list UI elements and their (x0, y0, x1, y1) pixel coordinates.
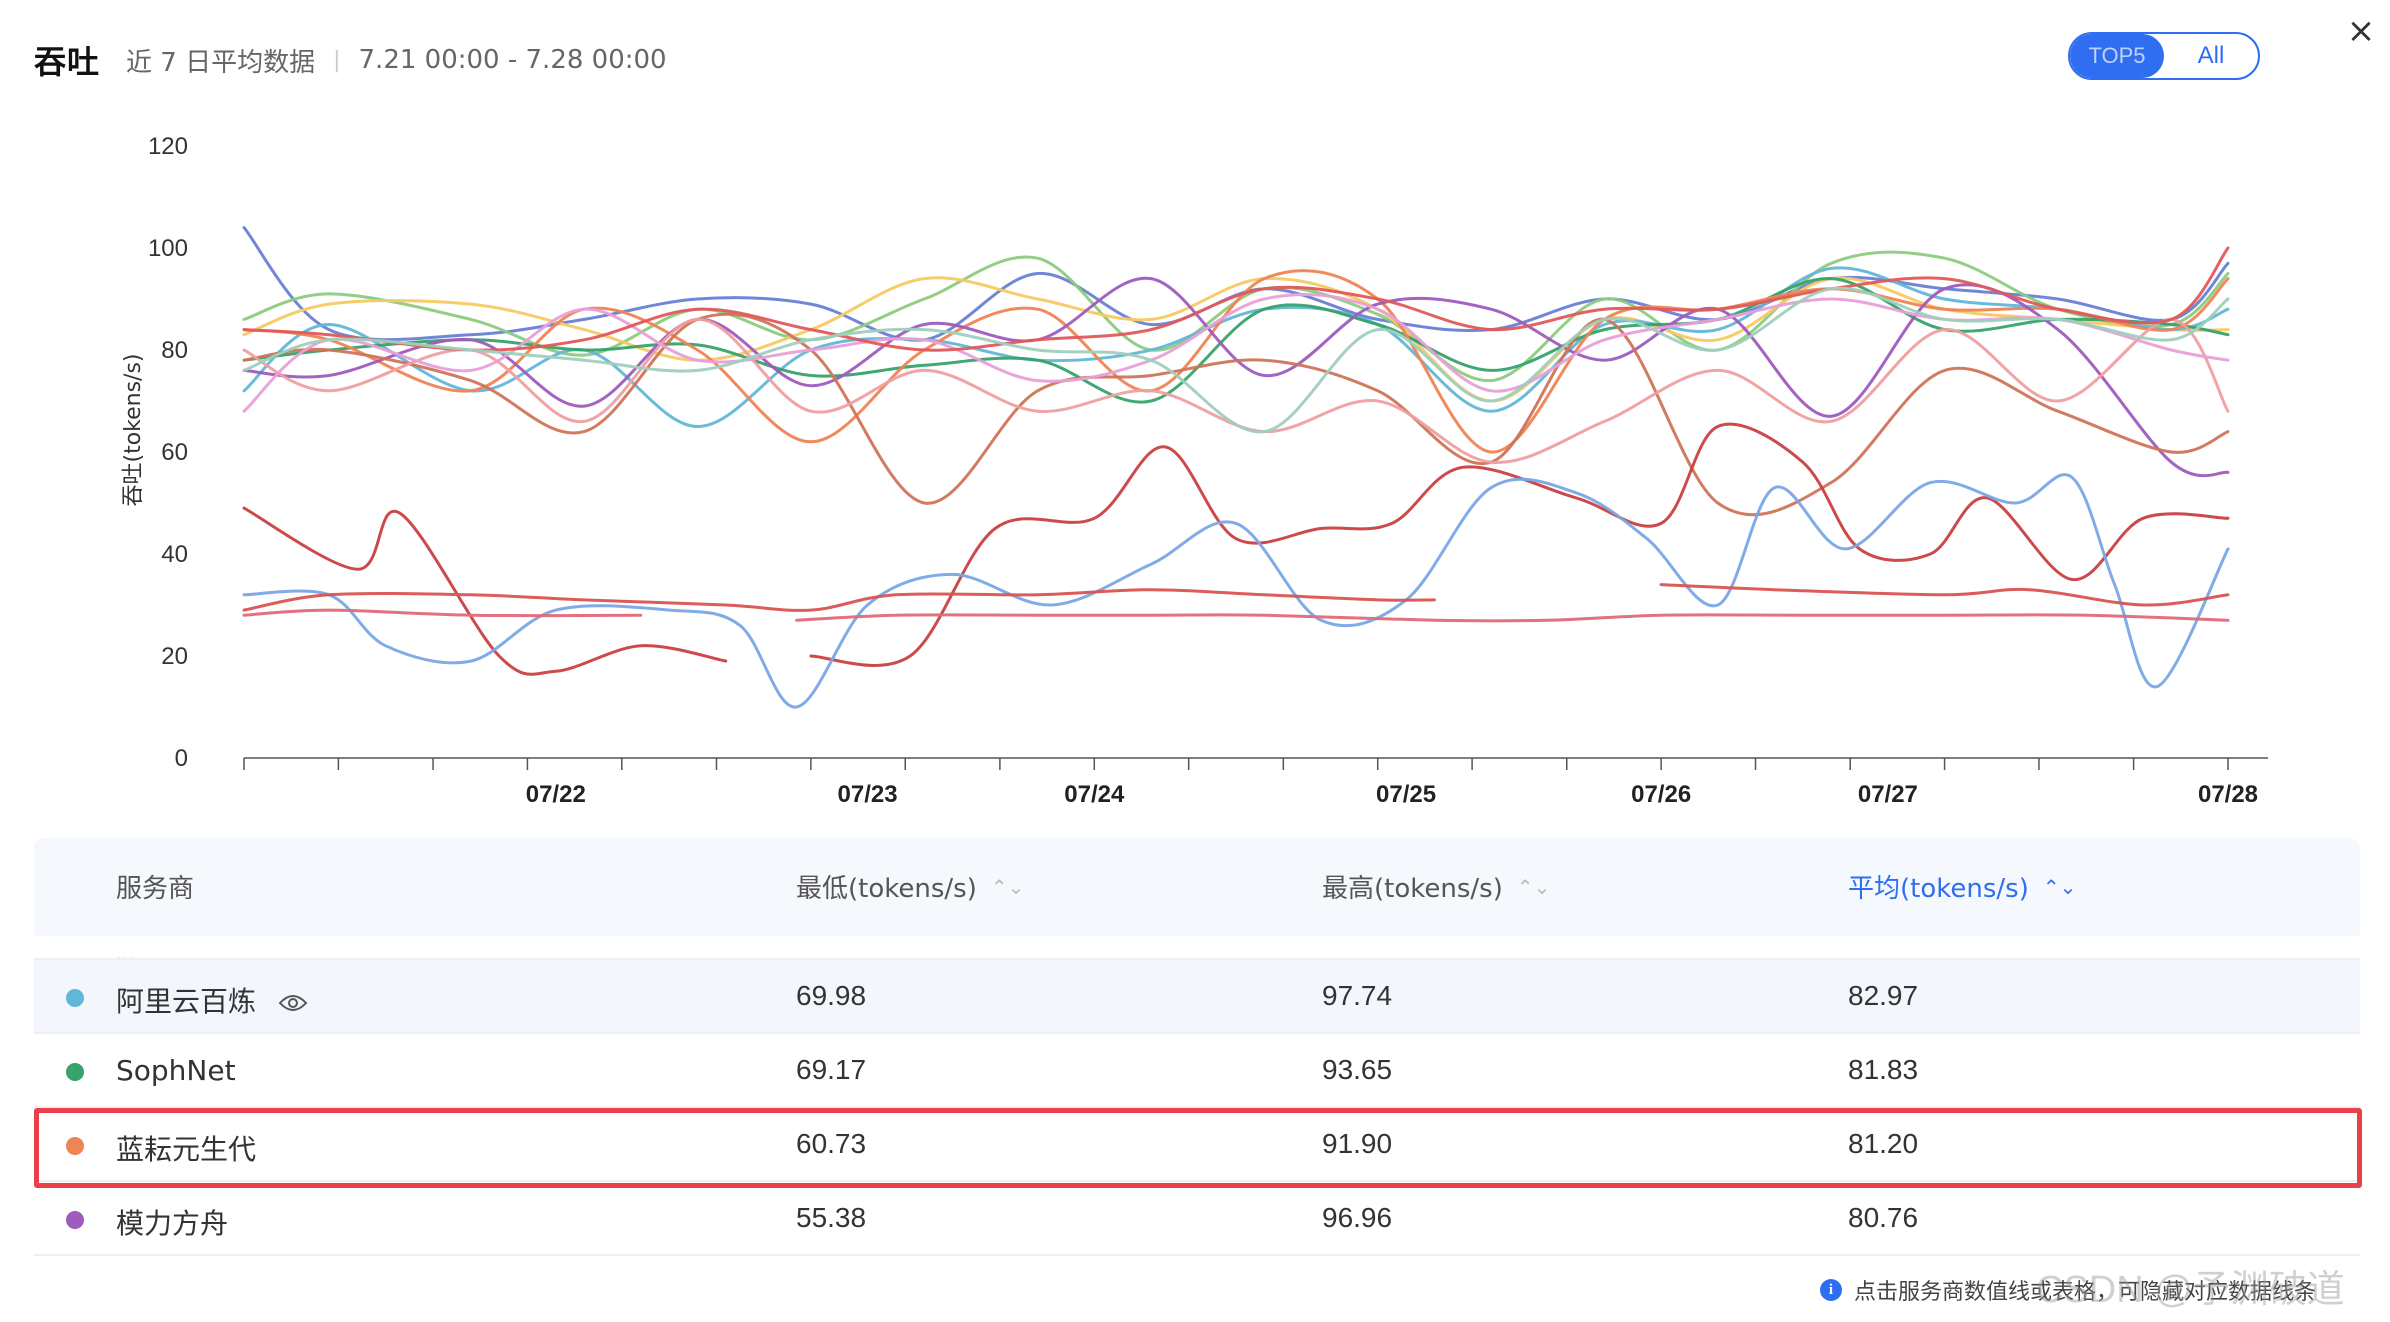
throughput-chart: 0 20 40 60 80 100 120 07/22 07/23 07/24 07/25 07/2… (121, 133, 2268, 808)
column-min[interactable]: 最低(tokens/s) ⌃⌄ (796, 868, 1024, 905)
series-line-14[interactable] (242, 473, 2230, 709)
series-line-17[interactable] (242, 608, 643, 618)
y-tick-label: 0 (175, 745, 188, 772)
min-value: 69.98 (796, 980, 867, 1011)
eye-icon[interactable] (278, 987, 308, 1020)
info-icon: i (1820, 1279, 1842, 1301)
provider-name: 阿里云百炼 (116, 980, 308, 1020)
series-line-16[interactable] (1659, 583, 2230, 607)
scrolled-row-fragment: … (34, 936, 2360, 960)
table-row[interactable]: 蓝耘元生代 60.73 91.90 81.20 (34, 1108, 2360, 1182)
y-tick-label: 120 (148, 133, 188, 160)
column-avg-label: 平均(tokens/s) (1848, 874, 2029, 904)
max-value: 91.90 (1322, 1128, 1393, 1159)
toggle-all[interactable]: All (2197, 42, 2225, 69)
provider-table: 服务商 最低(tokens/s) ⌃⌄ 最高(tokens/s) ⌃⌄ 平均(tok… (34, 838, 2360, 1256)
series-line-12[interactable] (242, 506, 728, 676)
avg-value: 80.76 (1848, 1202, 1919, 1233)
table-row[interactable]: 模力方舟 55.38 96.96 80.76 (34, 1182, 2360, 1256)
table-row[interactable]: 阿里云百炼 69.98 97.74 82.97 (34, 960, 2360, 1034)
provider-name: 模力方舟 (116, 1207, 229, 1240)
x-tick-label: 07/28 (2198, 781, 2258, 808)
y-tick-label: 40 (161, 541, 188, 568)
x-tick-label: 07/27 (1858, 781, 1918, 808)
provider-name-text: 阿里云百炼 (116, 985, 257, 1018)
series-line-15[interactable] (242, 588, 1436, 612)
x-tick-label: 07/22 (526, 781, 586, 808)
table-row[interactable]: SophNet 69.17 93.65 81.83 (34, 1034, 2360, 1108)
sort-icon[interactable]: ⌃⌄ (1516, 874, 1551, 899)
series-line-10[interactable] (242, 246, 2230, 352)
max-value: 97.74 (1322, 980, 1393, 1011)
provider-name: SophNet (116, 1054, 236, 1087)
y-tick-label: 20 (161, 643, 188, 670)
hint-text: 点击服务商数值线或表格，可隐藏对应数据线条 (1854, 1280, 2317, 1305)
sort-icon[interactable]: ⌃⌄ (990, 874, 1025, 899)
y-axis-label: 吞吐(tokens/s) (121, 353, 146, 506)
avg-value: 81.83 (1848, 1054, 1919, 1085)
avg-value: 81.20 (1848, 1128, 1919, 1159)
series-line-11[interactable] (242, 286, 2230, 434)
top5-all-toggle[interactable]: TOP5 All (2068, 32, 2260, 80)
min-value: 69.17 (796, 1054, 867, 1085)
sort-desc-icon[interactable]: ⌃⌄ (2042, 874, 2077, 899)
toggle-top5[interactable]: TOP5 (2070, 34, 2164, 78)
series-line-13[interactable] (809, 422, 2230, 667)
series-line-4[interactable] (242, 277, 2230, 404)
column-min-label: 最低(tokens/s) (796, 874, 977, 904)
y-tick-label: 60 (161, 439, 188, 466)
column-max[interactable]: 最高(tokens/s) ⌃⌄ (1322, 868, 1550, 905)
series-color-dot (66, 1137, 84, 1155)
y-tick-label: 100 (148, 235, 188, 262)
watermark: CSDN @予渊破道 (2036, 1269, 2345, 1311)
table-header: 服务商 最低(tokens/s) ⌃⌄ 最高(tokens/s) ⌃⌄ 平均(tok… (34, 838, 2360, 936)
min-value: 55.38 (796, 1202, 867, 1233)
x-tick-label: 07/26 (1631, 781, 1691, 808)
hint: i 点击服务商数值线或表格，可隐藏对应数据线条 (1820, 1274, 2316, 1306)
column-provider: 服务商 (116, 868, 194, 905)
date-range: 7.21 00:00 - 7.28 00:00 (358, 45, 667, 75)
series-color-dot (66, 989, 84, 1007)
highlight-box (34, 1108, 2362, 1188)
provider-name: 蓝耘元生代 (116, 1133, 257, 1166)
series-line-18[interactable] (795, 613, 2230, 623)
page-subtitle: 近 7 日平均数据 (126, 47, 316, 78)
column-max-label: 最高(tokens/s) (1322, 874, 1503, 904)
header-separator: | (333, 47, 341, 73)
series-line-7[interactable] (242, 312, 2230, 517)
x-tick-label: 07/23 (838, 781, 898, 808)
avg-value: 82.97 (1848, 980, 1919, 1011)
min-value: 60.73 (796, 1128, 867, 1159)
column-avg[interactable]: 平均(tokens/s) ⌃⌄ (1848, 868, 2076, 905)
series-line-6[interactable] (242, 276, 2230, 478)
x-tick-label: 07/25 (1376, 781, 1436, 808)
y-tick-label: 80 (161, 337, 188, 364)
series-color-dot (66, 1211, 84, 1229)
series-line-9[interactable] (242, 292, 2230, 413)
series-line-8[interactable] (242, 317, 2230, 464)
max-value: 93.65 (1322, 1054, 1393, 1085)
close-icon[interactable]: × (2346, 11, 2376, 51)
series-color-dot (66, 1063, 84, 1081)
header: 吞吐 近 7 日平均数据 | 7.21 00:00 - 7.28 00:00 (34, 36, 667, 84)
page-title: 吞吐 (34, 43, 101, 81)
column-provider-label: 服务商 (116, 874, 195, 904)
max-value: 96.96 (1322, 1202, 1393, 1233)
x-tick-label: 07/24 (1064, 781, 1125, 808)
